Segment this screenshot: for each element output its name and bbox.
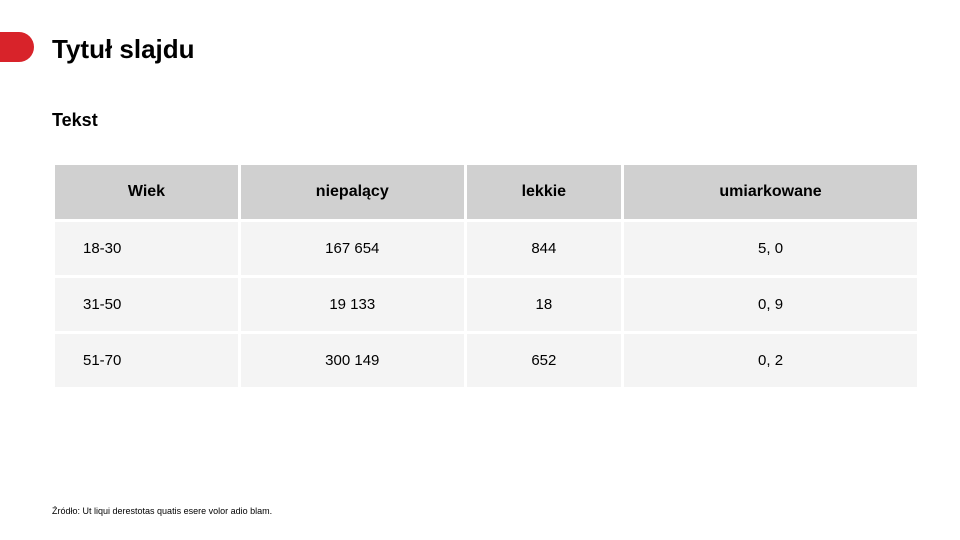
table-header-row: Wiek niepalący lekkie umiarkowane <box>55 165 917 219</box>
slide: Tytuł slajdu Tekst Wiek niepalący lekkie… <box>0 0 960 540</box>
col-header: Wiek <box>55 165 238 219</box>
table-row: 31-50 19 133 18 0, 9 <box>55 278 917 331</box>
table-row: 51-70 300 149 652 0, 2 <box>55 334 917 387</box>
accent-bar <box>0 32 34 62</box>
cell: 844 <box>467 222 621 275</box>
cell: 167 654 <box>241 222 464 275</box>
slide-subtitle: Tekst <box>52 110 98 131</box>
col-header: lekkie <box>467 165 621 219</box>
cell: 18 <box>467 278 621 331</box>
table-row: 18-30 167 654 844 5, 0 <box>55 222 917 275</box>
cell-rowlabel: 31-50 <box>55 278 238 331</box>
cell-rowlabel: 51-70 <box>55 334 238 387</box>
data-table: Wiek niepalący lekkie umiarkowane 18-30 … <box>52 162 920 390</box>
cell: 5, 0 <box>624 222 917 275</box>
cell: 300 149 <box>241 334 464 387</box>
col-header: niepalący <box>241 165 464 219</box>
cell: 0, 2 <box>624 334 917 387</box>
cell: 652 <box>467 334 621 387</box>
data-table-container: Wiek niepalący lekkie umiarkowane 18-30 … <box>52 162 920 390</box>
slide-title: Tytuł slajdu <box>52 34 195 65</box>
footnote: Źródło: Ut liqui derestotas quatis esere… <box>52 506 272 516</box>
cell: 0, 9 <box>624 278 917 331</box>
cell: 19 133 <box>241 278 464 331</box>
col-header: umiarkowane <box>624 165 917 219</box>
cell-rowlabel: 18-30 <box>55 222 238 275</box>
